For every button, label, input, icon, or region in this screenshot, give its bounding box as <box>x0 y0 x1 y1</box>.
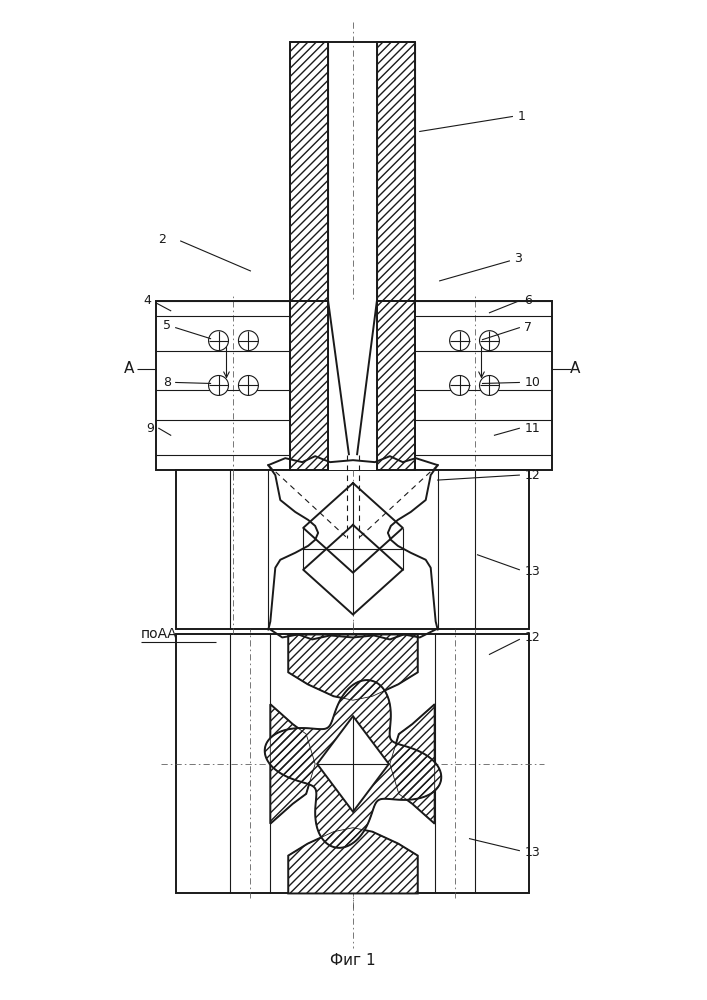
Text: 13: 13 <box>525 846 540 859</box>
Text: 8: 8 <box>163 376 170 389</box>
Bar <box>291 42 328 301</box>
Text: A: A <box>570 361 580 376</box>
Text: 3: 3 <box>515 252 522 265</box>
Text: 7: 7 <box>525 321 532 334</box>
Text: 5: 5 <box>163 319 170 332</box>
Circle shape <box>479 375 499 395</box>
Bar <box>328 301 377 470</box>
Circle shape <box>238 375 258 395</box>
Circle shape <box>450 375 469 395</box>
Text: 2: 2 <box>158 233 165 246</box>
Text: 6: 6 <box>525 294 532 307</box>
Polygon shape <box>270 704 315 824</box>
Bar <box>377 301 415 470</box>
Polygon shape <box>288 828 418 893</box>
Text: 1: 1 <box>518 110 525 123</box>
Bar <box>156 301 552 470</box>
Bar <box>176 634 530 893</box>
Circle shape <box>209 331 228 351</box>
Bar <box>328 42 377 301</box>
Bar <box>291 301 328 470</box>
Bar <box>291 42 328 301</box>
Text: A: A <box>124 361 134 376</box>
Text: поАА: поАА <box>141 627 177 641</box>
Text: 9: 9 <box>146 422 154 435</box>
Text: 13: 13 <box>525 565 540 578</box>
Circle shape <box>238 331 258 351</box>
Bar <box>291 301 328 470</box>
Circle shape <box>479 331 499 351</box>
Text: 10: 10 <box>525 376 540 389</box>
Text: 12: 12 <box>525 631 540 644</box>
Polygon shape <box>390 704 435 824</box>
Circle shape <box>209 375 228 395</box>
Text: 4: 4 <box>143 294 151 307</box>
Bar <box>377 42 415 301</box>
Bar <box>176 470 530 629</box>
Text: 12: 12 <box>525 469 540 482</box>
Text: Фиг 1: Фиг 1 <box>330 953 376 968</box>
Polygon shape <box>317 716 389 812</box>
Polygon shape <box>264 680 441 848</box>
Text: 11: 11 <box>525 422 540 435</box>
Circle shape <box>450 331 469 351</box>
Bar <box>377 42 415 301</box>
Bar <box>377 301 415 470</box>
Polygon shape <box>288 634 418 700</box>
